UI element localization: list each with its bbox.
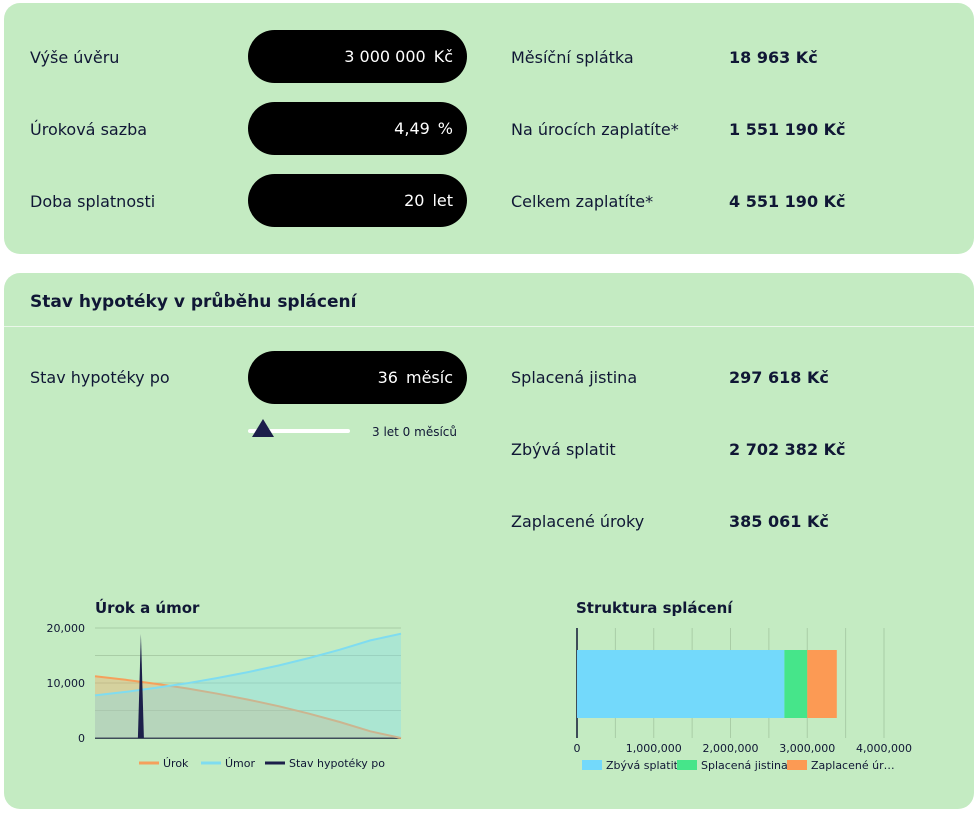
section-divider bbox=[4, 326, 974, 327]
loan-term-input[interactable] bbox=[364, 191, 425, 210]
x-tick-label: 2,000,000 bbox=[703, 742, 759, 755]
y-tick-label: 10,000 bbox=[47, 677, 86, 690]
legend-label: Stav hypotéky po bbox=[289, 757, 385, 770]
month-slider-track[interactable] bbox=[248, 429, 350, 433]
remaining-label: Zbývá splatit bbox=[511, 440, 616, 459]
loan-term-label: Doba splatnosti bbox=[30, 192, 156, 211]
interest-rate-input[interactable] bbox=[289, 119, 430, 138]
bar-segment-2 bbox=[807, 650, 837, 718]
loan-amount-unit: Kč bbox=[433, 47, 453, 66]
y-tick-label: 0 bbox=[78, 732, 85, 745]
status-marker bbox=[137, 633, 144, 738]
x-tick-label: 1,000,000 bbox=[626, 742, 682, 755]
status-after-field[interactable]: měsíc bbox=[248, 351, 467, 404]
calculator-card: Výše úvěru Kč Úroková sazba % Doba splat… bbox=[4, 3, 974, 254]
total-paid-value: 4 551 190 Kč bbox=[729, 192, 846, 211]
x-tick-label: 3,000,000 bbox=[779, 742, 835, 755]
total-interest-label: Na úrocích zaplatíte* bbox=[511, 120, 679, 139]
legend-label: Úrok bbox=[163, 757, 189, 770]
x-tick-label: 0 bbox=[574, 742, 581, 755]
principal-paid-value: 297 618 Kč bbox=[729, 368, 829, 387]
monthly-payment-value: 18 963 Kč bbox=[729, 48, 818, 67]
mortgage-status-card: Stav hypotéky v průběhu splácení Stav hy… bbox=[4, 273, 974, 809]
loan-term-field[interactable]: let bbox=[248, 174, 467, 227]
status-after-unit: měsíc bbox=[405, 368, 453, 387]
month-slider-handle[interactable] bbox=[252, 419, 275, 437]
loan-amount-label: Výše úvěru bbox=[30, 48, 120, 67]
slider-duration-text: 3 let 0 měsíců bbox=[372, 425, 457, 439]
bar-segment-1 bbox=[784, 650, 808, 718]
legend-swatch bbox=[787, 760, 807, 770]
interest-paid-value: 385 061 Kč bbox=[729, 512, 829, 531]
bar-segment-0 bbox=[577, 650, 785, 718]
monthly-payment-label: Měsíční splátka bbox=[511, 48, 634, 67]
legend-label: Splacená jistina bbox=[701, 759, 788, 772]
series-area-1 bbox=[95, 633, 401, 738]
legend-label: Zaplacené úr… bbox=[811, 759, 895, 772]
legend-swatch bbox=[582, 760, 602, 770]
interest-principal-chart-title: Úrok a úmor bbox=[95, 599, 200, 617]
series-line-1 bbox=[94, 632, 402, 697]
total-interest-value: 1 551 190 Kč bbox=[729, 120, 846, 139]
series-line-0 bbox=[94, 675, 402, 739]
loan-amount-input[interactable] bbox=[285, 47, 426, 66]
series-area-0 bbox=[95, 676, 401, 738]
remaining-value: 2 702 382 Kč bbox=[729, 440, 846, 459]
interest-paid-label: Zaplacené úroky bbox=[511, 512, 645, 531]
repayment-structure-chart-title: Struktura splácení bbox=[576, 599, 733, 617]
y-tick-label: 20,000 bbox=[47, 622, 86, 635]
x-tick-label: 4,000,000 bbox=[856, 742, 912, 755]
status-after-input[interactable] bbox=[317, 368, 398, 387]
loan-term-unit: let bbox=[432, 191, 453, 210]
legend-swatch bbox=[677, 760, 697, 770]
legend-label: Zbývá splatit bbox=[606, 759, 679, 772]
principal-paid-label: Splacená jistina bbox=[511, 368, 638, 387]
interest-rate-label: Úroková sazba bbox=[30, 120, 148, 139]
section-title: Stav hypotéky v průběhu splácení bbox=[30, 292, 357, 312]
status-after-label: Stav hypotéky po bbox=[30, 368, 170, 387]
repayment-structure-chart: 0 1,000,000 2,000,000 3,000,000 4,000,000 Zbý… bbox=[574, 628, 912, 772]
interest-rate-field[interactable]: % bbox=[248, 102, 467, 155]
interest-rate-unit: % bbox=[437, 119, 453, 138]
total-paid-label: Celkem zaplatíte* bbox=[511, 192, 654, 211]
loan-amount-field[interactable]: Kč bbox=[248, 30, 467, 83]
legend-label: Úmor bbox=[225, 757, 255, 770]
interest-principal-chart: 20,000 10,000 0 Úrok Úmor Stav hypotéky po bbox=[47, 622, 402, 770]
